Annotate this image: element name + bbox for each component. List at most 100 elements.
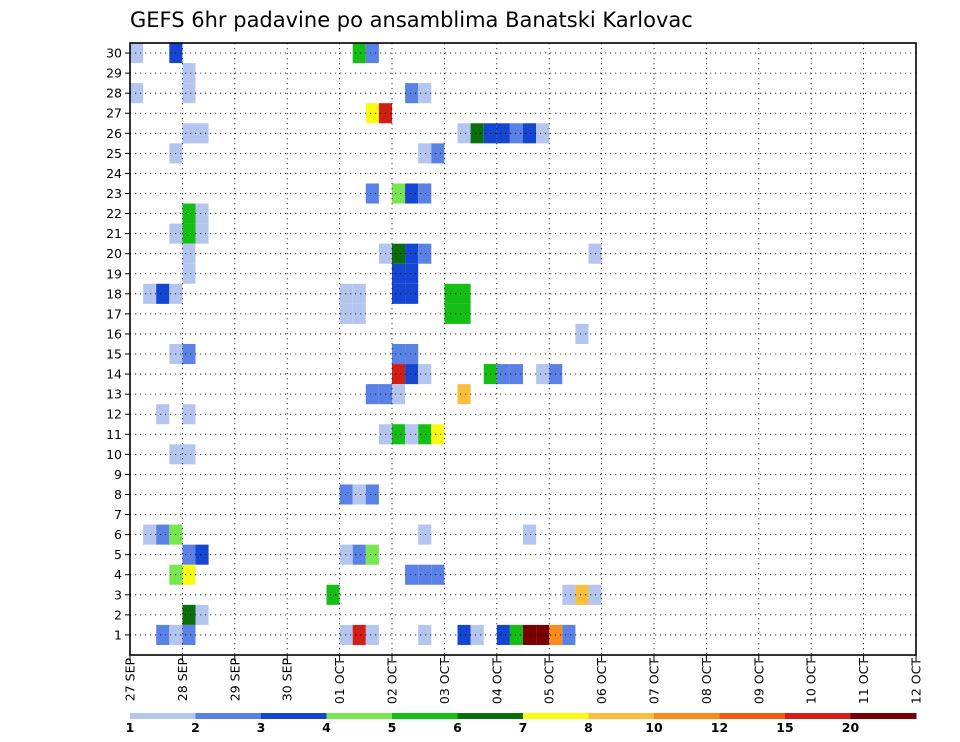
precip-cell bbox=[418, 83, 432, 104]
precip-cell bbox=[352, 43, 366, 64]
precip-cell bbox=[536, 364, 550, 385]
precip-cell bbox=[405, 263, 419, 284]
y-tick-label: 15 bbox=[106, 347, 122, 362]
precip-cell bbox=[352, 283, 366, 304]
plot-frame bbox=[129, 42, 917, 656]
precip-cell bbox=[457, 384, 471, 405]
precip-cell bbox=[195, 223, 209, 244]
precip-cell bbox=[365, 544, 379, 565]
precip-cell bbox=[392, 384, 406, 405]
precip-cell bbox=[496, 123, 510, 144]
precip-cell bbox=[365, 43, 379, 64]
precip-cell bbox=[418, 564, 432, 585]
precip-cell bbox=[562, 624, 576, 645]
x-tick-label: 27 SEP bbox=[123, 658, 138, 702]
y-tick-label: 17 bbox=[106, 306, 122, 321]
y-tick-label: 29 bbox=[106, 66, 122, 81]
colorbar-swatch bbox=[719, 713, 786, 719]
precip-cell bbox=[431, 143, 445, 164]
colorbar-swatch bbox=[654, 713, 720, 719]
precip-cell bbox=[352, 544, 366, 565]
x-tick-label: 11 OCT bbox=[856, 658, 871, 704]
precip-cell bbox=[365, 183, 379, 204]
colorbar-swatch bbox=[195, 713, 262, 719]
precip-cell bbox=[156, 404, 170, 425]
precip-cell bbox=[575, 584, 589, 605]
colorbar-label: 1 bbox=[126, 720, 135, 735]
y-tick-label: 28 bbox=[106, 86, 122, 101]
x-tick-label: 07 OCT bbox=[647, 658, 662, 704]
precip-cell bbox=[392, 283, 406, 304]
colorbar-label: 15 bbox=[776, 720, 793, 735]
y-tick-label: 6 bbox=[114, 527, 122, 542]
precip-cell bbox=[405, 283, 419, 304]
precip-cell bbox=[182, 263, 196, 284]
precip-cell bbox=[405, 564, 419, 585]
colorbar-swatch bbox=[392, 713, 458, 719]
x-tick-label: 02 OCT bbox=[385, 658, 400, 704]
x-tick-label: 03 OCT bbox=[437, 658, 452, 704]
precip-cell bbox=[536, 123, 550, 144]
y-tick-label: 25 bbox=[106, 146, 122, 161]
y-tick-label: 12 bbox=[106, 407, 122, 422]
x-axis: 27 SEP 28 SEP 29 SEP 30 SEP 01 OCT 02 OCT 03 O… bbox=[123, 655, 924, 704]
precip-cell bbox=[418, 524, 432, 545]
colorbar-label: 3 bbox=[257, 720, 266, 735]
x-tick-label: 06 OCT bbox=[594, 658, 609, 704]
colorbar-swatch bbox=[523, 713, 589, 719]
precip-cell bbox=[195, 544, 209, 565]
y-tick-label: 22 bbox=[106, 206, 122, 221]
precip-cell bbox=[326, 584, 340, 605]
y-tick-label: 23 bbox=[106, 186, 122, 201]
y-axis: 1234567891011121314151617181920212223242… bbox=[106, 46, 130, 642]
precip-cell bbox=[182, 63, 196, 84]
precip-cell bbox=[470, 123, 484, 144]
x-tick-label: 09 OCT bbox=[751, 658, 766, 704]
y-tick-label: 13 bbox=[106, 387, 122, 402]
precip-cell bbox=[405, 243, 419, 264]
colorbar-label: 20 bbox=[842, 720, 860, 735]
precip-cell bbox=[536, 624, 550, 645]
precip-cell bbox=[431, 424, 445, 445]
precip-cell bbox=[392, 364, 406, 385]
chart-title: GEFS 6hr padavine po ansamblima Banatski… bbox=[130, 8, 693, 32]
x-tick-label: 29 SEP bbox=[227, 658, 242, 702]
colorbar-legend: 1 2 3 4 5 6 7 8 10 12 15 20 bbox=[126, 713, 917, 735]
precip-cell bbox=[418, 143, 432, 164]
precip-cell bbox=[418, 624, 432, 645]
precip-cell bbox=[418, 424, 432, 445]
colorbar-label: 8 bbox=[584, 720, 593, 735]
y-tick-label: 21 bbox=[106, 226, 122, 241]
precip-cell bbox=[470, 624, 484, 645]
precip-cell bbox=[365, 384, 379, 405]
precip-cell bbox=[182, 243, 196, 264]
colorbar-label: 2 bbox=[191, 720, 200, 735]
precip-cell bbox=[457, 303, 471, 324]
y-tick-label: 24 bbox=[106, 166, 122, 181]
precip-cell bbox=[496, 624, 510, 645]
precip-cell bbox=[431, 564, 445, 585]
precip-cell bbox=[392, 343, 406, 365]
precip-cell bbox=[418, 183, 432, 204]
y-tick-label: 8 bbox=[114, 487, 122, 502]
precip-cell bbox=[156, 524, 170, 545]
y-tick-label: 10 bbox=[106, 447, 122, 462]
colorbar-swatch bbox=[326, 713, 393, 719]
colorbar-label: 4 bbox=[322, 720, 331, 735]
precip-cell bbox=[365, 624, 379, 645]
x-tick-label: 08 OCT bbox=[699, 658, 714, 704]
precip-cell bbox=[182, 404, 196, 425]
precip-cell bbox=[457, 123, 471, 144]
y-tick-label: 7 bbox=[114, 507, 122, 522]
colorbar-swatch bbox=[588, 713, 655, 719]
precip-cell bbox=[195, 123, 209, 144]
heatmap-cells bbox=[130, 43, 602, 645]
y-tick-label: 16 bbox=[106, 326, 122, 341]
colorbar-swatch bbox=[785, 713, 851, 719]
precip-cell bbox=[562, 584, 576, 605]
precip-cell bbox=[182, 343, 196, 365]
y-tick-label: 4 bbox=[114, 567, 122, 582]
precip-cell bbox=[182, 223, 196, 244]
precip-cell bbox=[496, 364, 510, 385]
